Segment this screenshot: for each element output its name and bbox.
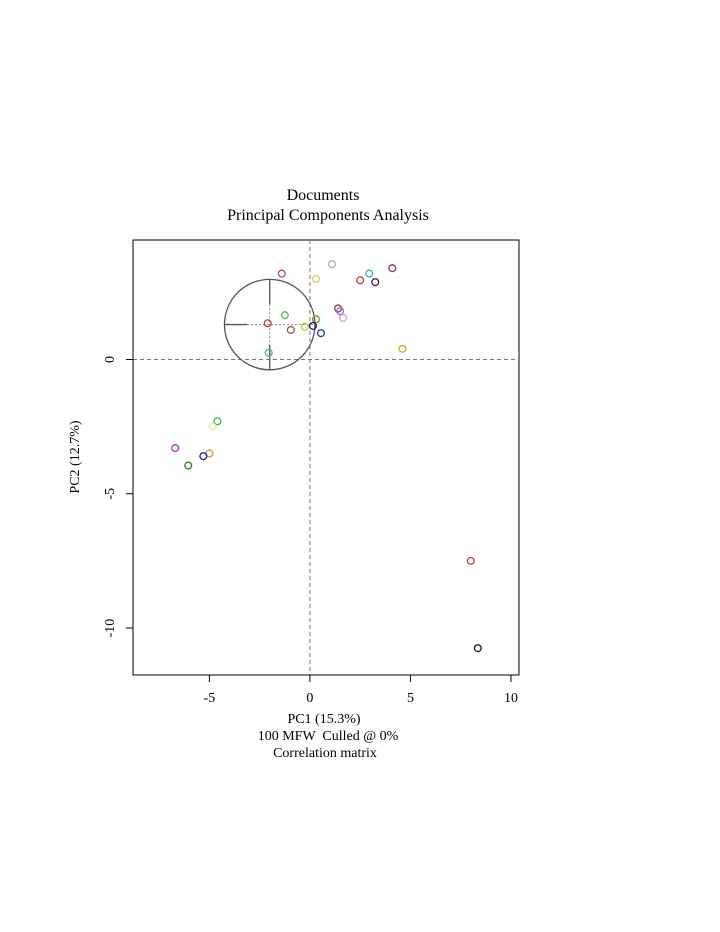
note-matrix: Correlation matrix <box>273 746 377 761</box>
y-tick-label: 0 <box>103 356 118 363</box>
note-mfw: 100 MFW Culled @ 0% <box>258 729 399 744</box>
data-point <box>263 319 272 328</box>
chart-subtitle: Principal Components Analysis <box>227 207 429 224</box>
data-point <box>213 417 222 426</box>
x-tick-label: 5 <box>407 691 414 706</box>
data-point <box>286 325 295 335</box>
x-tick-label: -5 <box>204 691 216 706</box>
data-point <box>264 348 273 357</box>
data-point <box>171 444 180 453</box>
data-point <box>311 315 320 324</box>
data-point <box>184 461 193 470</box>
data-point <box>365 269 374 278</box>
data-point <box>356 276 365 285</box>
y-axis: 0 -5 -10 <box>103 356 134 638</box>
data-point <box>300 322 309 331</box>
data-point <box>466 556 475 565</box>
data-points <box>171 260 482 653</box>
data-point <box>308 321 317 330</box>
data-point <box>316 329 326 338</box>
x-axis-label: PC1 (15.3%) <box>287 712 360 727</box>
x-tick-label: 10 <box>504 691 518 706</box>
data-point <box>277 269 286 278</box>
data-point <box>339 313 348 322</box>
data-point <box>371 278 380 287</box>
data-point <box>311 274 320 283</box>
x-tick-label: 0 <box>306 691 313 706</box>
data-point <box>327 260 337 269</box>
data-point <box>280 311 289 320</box>
data-point <box>208 422 217 431</box>
data-point <box>336 307 345 316</box>
y-tick-label: -5 <box>103 488 118 500</box>
data-point <box>398 344 407 353</box>
data-point <box>199 452 208 461</box>
y-axis-label: PC2 (12.7%) <box>68 420 83 493</box>
data-point <box>473 644 482 653</box>
data-point <box>388 264 397 273</box>
chart-title: Documents <box>287 187 360 204</box>
x-axis: -5 0 5 10 <box>204 674 518 706</box>
y-tick-label: -10 <box>103 619 118 638</box>
plot-frame <box>132 239 520 676</box>
